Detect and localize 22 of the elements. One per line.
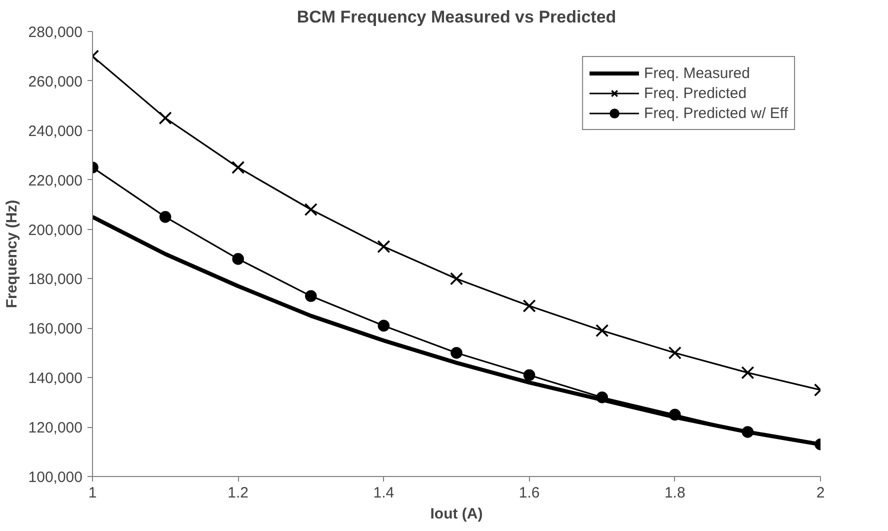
x-tick-label: 1.4 — [373, 484, 394, 502]
x-tick-label: 1.6 — [518, 484, 540, 502]
legend-label: Freq. Measured — [644, 64, 750, 82]
y-tick-label: 260,000 — [28, 73, 83, 90]
y-axis-title: Frequency (Hz) — [3, 200, 20, 308]
y-tick-label: 220,000 — [28, 172, 83, 190]
y-tick-label: 120,000 — [28, 420, 83, 437]
y-tick-label: 180,000 — [28, 271, 83, 288]
legend-label: Freq. Predicted w/ Eff — [644, 104, 788, 122]
x-tick-label: 1.8 — [664, 484, 686, 502]
y-tick-label: 100,000 — [28, 469, 83, 486]
y-tick-label: 240,000 — [28, 122, 83, 140]
x-axis-title: Iout (A) — [430, 506, 483, 522]
chart-title: BCM Frequency Measured vs Predicted — [296, 8, 616, 26]
y-tick-label: 160,000 — [28, 320, 83, 338]
y-tick-label: 280,000 — [28, 24, 83, 41]
x-tick-label: 1 — [88, 484, 97, 502]
y-tick-label: 200,000 — [28, 222, 83, 239]
y-tick-label: 140,000 — [28, 370, 83, 388]
x-tick-label: 1.2 — [228, 484, 249, 502]
legend-label: Freq. Predicted — [644, 84, 747, 102]
x-tick-label: 2 — [816, 484, 825, 502]
